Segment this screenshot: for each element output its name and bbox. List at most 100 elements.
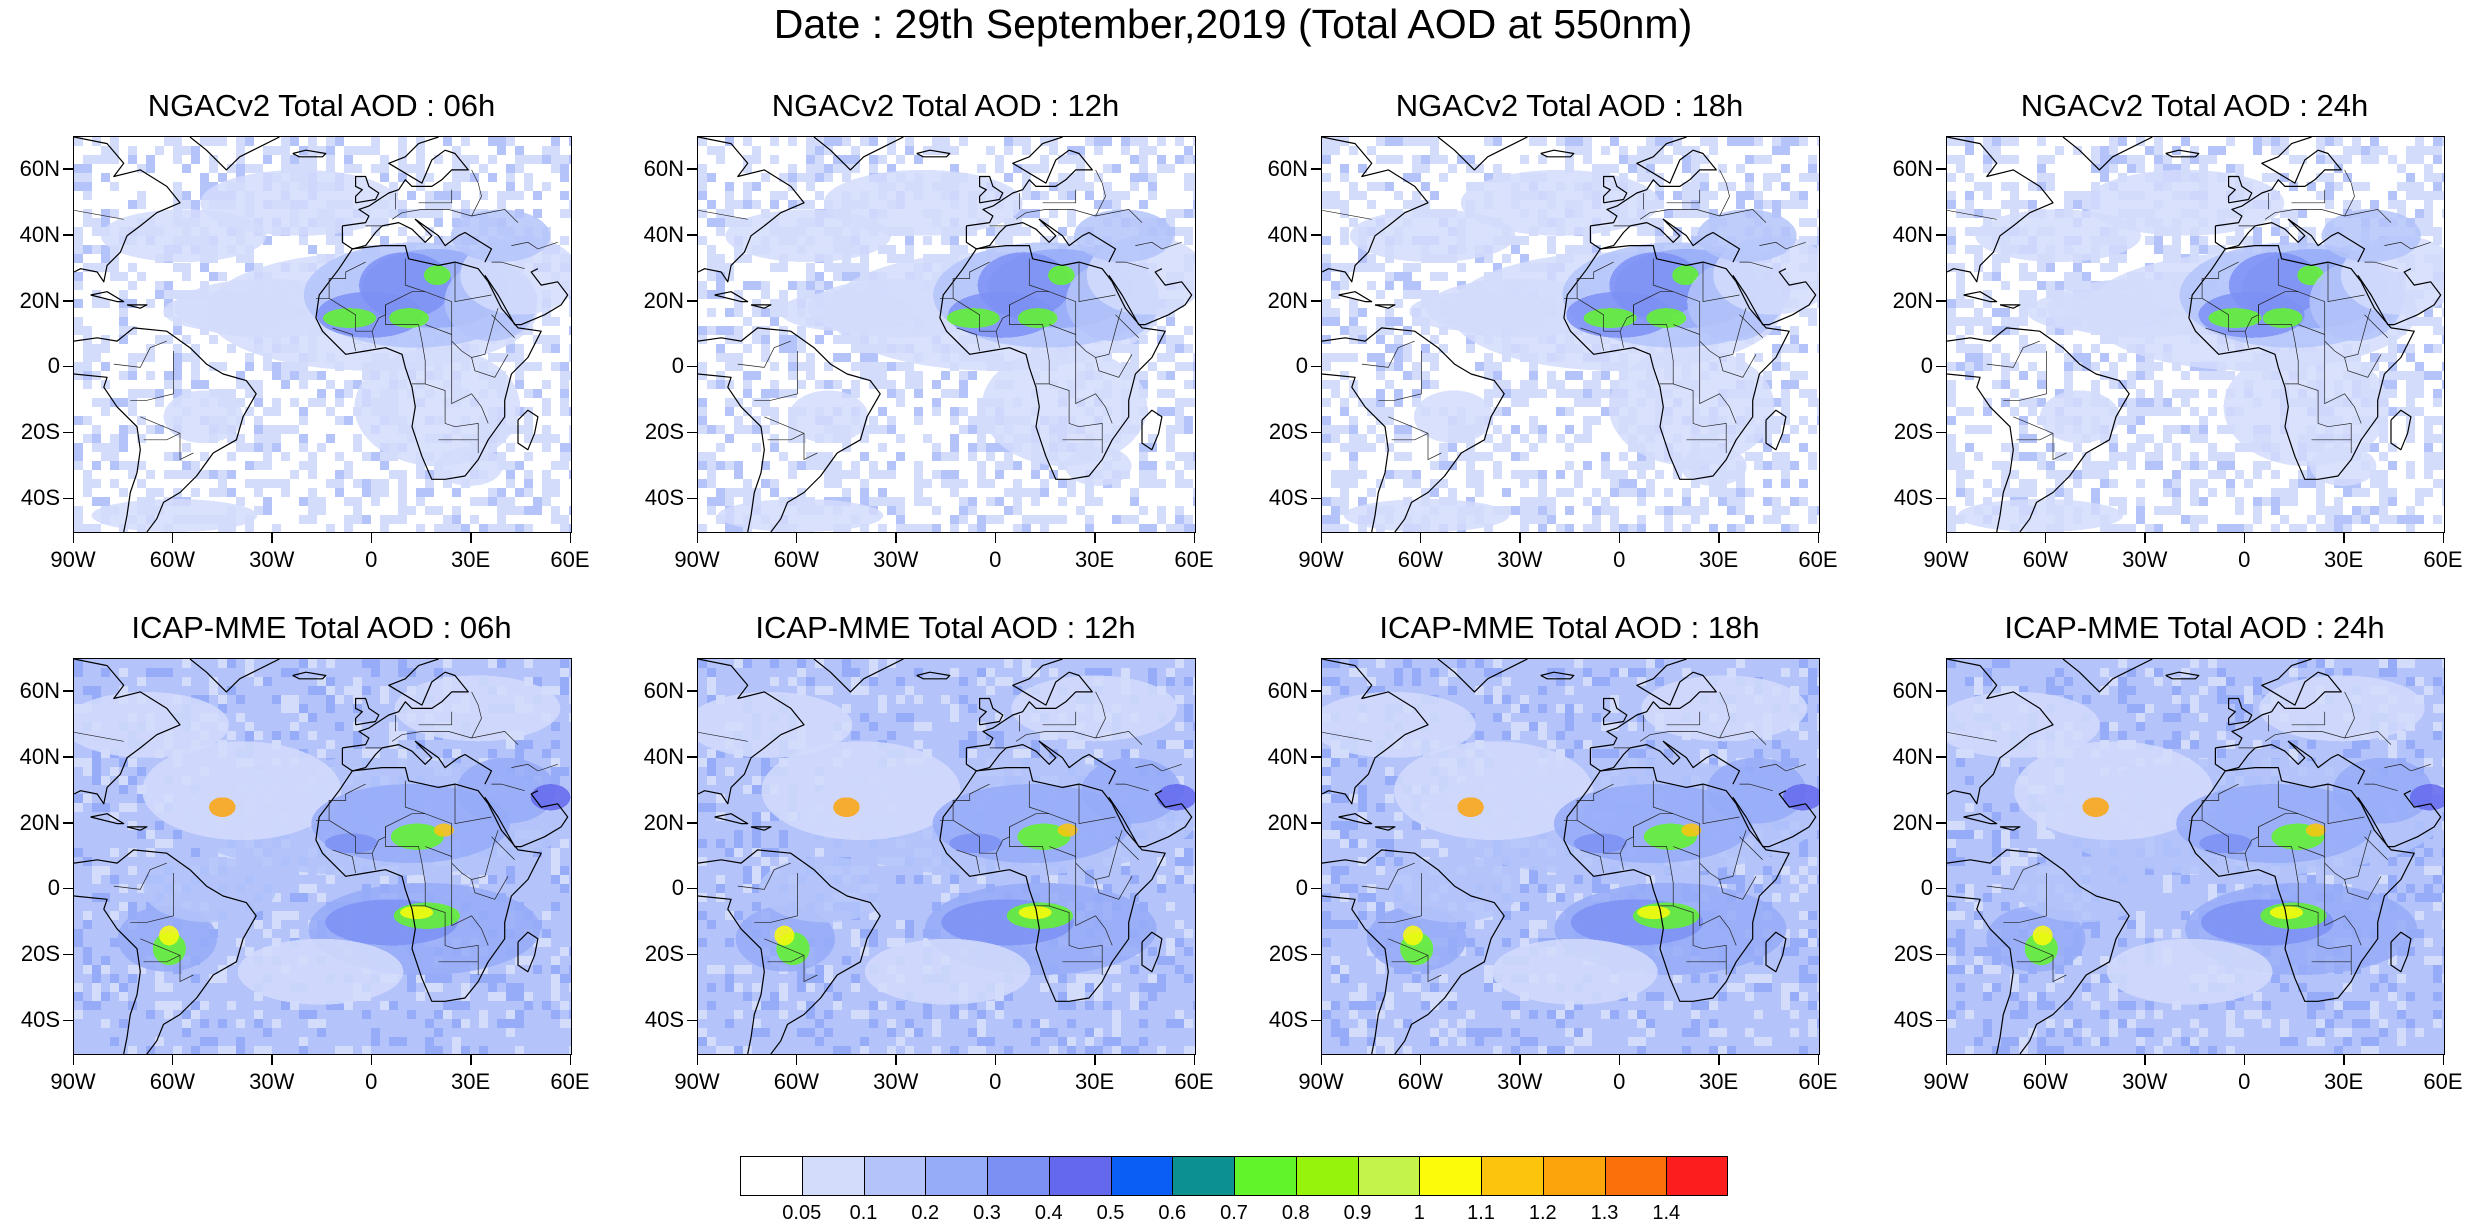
aod-map [1946, 658, 2445, 1055]
panel-title: ICAP-MME Total AOD : 12h [755, 610, 1136, 645]
lat-tick [1311, 887, 1321, 890]
aod-field [74, 137, 571, 532]
aod-map [1321, 136, 1820, 533]
lat-label: 20N [1267, 809, 1308, 835]
lon-label: 30W [873, 1069, 919, 1094]
lat-label: 40N [1892, 221, 1933, 247]
lat-tick [63, 365, 73, 368]
lat-label: 40S [20, 485, 60, 511]
lon-tick [1320, 533, 1322, 543]
colorbar-label: 0.8 [1281, 1202, 1310, 1224]
lon-tick [696, 1055, 698, 1065]
lon-label: 0 [989, 547, 1002, 572]
lon-tick [1094, 533, 1096, 543]
colorbar-label: 0.1 [849, 1202, 878, 1224]
lon-tick [1320, 1055, 1322, 1065]
lat-label: 0 [671, 875, 684, 901]
lon-tick [2442, 1055, 2444, 1065]
colorbar-swatch [1234, 1156, 1297, 1196]
lon-tick [1618, 1055, 1621, 1065]
lon-label: 30E [1075, 547, 1115, 572]
colorbar-swatch [1295, 1156, 1358, 1196]
lon-label: 30W [1497, 1069, 1543, 1094]
lon-label: 60E [1798, 547, 1838, 572]
lat-label: 0 [1920, 875, 1933, 901]
lon-label: 0 [989, 1069, 1002, 1094]
lat-tick [1936, 887, 1946, 890]
panel-title: ICAP-MME Total AOD : 24h [2004, 610, 2385, 645]
lon-label: 60W [2022, 1069, 2069, 1094]
lat-tick [1311, 822, 1321, 824]
lon-tick [1094, 1055, 1096, 1065]
lon-label: 0 [1613, 547, 1626, 572]
lat-label: 0 [47, 353, 60, 379]
lon-tick [370, 533, 373, 543]
lat-tick [63, 1019, 73, 1022]
lat-label: 20S [1893, 941, 1933, 967]
lon-label: 0 [2238, 547, 2251, 572]
lat-label: 60N [643, 677, 684, 703]
lat-label: 40N [1892, 743, 1933, 769]
lat-tick [1311, 431, 1321, 434]
lat-label: 20N [643, 287, 684, 313]
lon-tick [994, 533, 997, 543]
map-panel: ICAP-MME Total AOD : 12h 60N 40N 20N 0 20S 40S… [624, 610, 1214, 1170]
lat-label: 0 [1295, 353, 1308, 379]
lat-tick [1311, 300, 1321, 302]
lon-label: 30W [249, 1069, 295, 1094]
lon-tick [2442, 533, 2444, 543]
aod-field [74, 659, 571, 1054]
lat-tick [1936, 431, 1946, 434]
colorbar-label: 0.6 [1158, 1202, 1187, 1224]
lat-label: 20S [1268, 419, 1308, 445]
lon-label: 30W [249, 547, 295, 572]
lat-label: 0 [671, 353, 684, 379]
lat-tick [1936, 756, 1946, 758]
lat-tick [63, 887, 73, 890]
lat-label: 40S [1268, 1007, 1308, 1033]
lat-label: 20N [19, 809, 60, 835]
lon-tick [895, 1055, 897, 1065]
lat-tick [1311, 953, 1321, 956]
lat-label: 0 [1295, 875, 1308, 901]
map-panel: NGACv2 Total AOD : 24h 60N 40N 20N 0 20S 40S 90… [1873, 88, 2463, 648]
lon-label: 30E [451, 547, 491, 572]
lon-tick [470, 533, 472, 543]
lon-tick [171, 533, 174, 543]
figure-title: Date : 29th September,2019 (Total AOD at… [773, 1, 1693, 47]
lon-tick [1193, 1055, 1195, 1065]
lon-tick [1419, 533, 1422, 543]
lon-tick [2044, 533, 2047, 543]
lat-tick [1311, 690, 1321, 692]
lat-tick [1311, 1019, 1321, 1022]
lon-label: 60E [1798, 1069, 1838, 1094]
lon-label: 30E [2324, 547, 2364, 572]
lat-label: 20S [1893, 419, 1933, 445]
lon-label: 60E [1174, 1069, 1214, 1094]
lon-label: 0 [365, 1069, 378, 1094]
colorbar-label: 0.7 [1220, 1202, 1248, 1224]
lon-label: 90W [674, 1069, 720, 1094]
lon-label: 30W [2122, 1069, 2168, 1094]
colorbar-swatch [1110, 1156, 1173, 1196]
map-panel: NGACv2 Total AOD : 12h 60N 40N 20N 0 20S 40S 90… [624, 88, 1214, 648]
panel-title: NGACv2 Total AOD : 24h [2020, 88, 2369, 123]
map-panel: NGACv2 Total AOD : 06h 60N 40N 20N 0 20S 40S 90… [0, 88, 590, 648]
panel-title: ICAP-MME Total AOD : 06h [131, 610, 512, 645]
aod-map [73, 136, 572, 533]
lon-label: 60E [2423, 547, 2463, 572]
lat-label: 60N [19, 677, 60, 703]
map-panel: ICAP-MME Total AOD : 24h 60N 40N 20N 0 20S 40S… [1873, 610, 2463, 1170]
lon-label: 60W [2022, 547, 2069, 572]
colorbar-label: 0.4 [1034, 1202, 1063, 1224]
lon-label: 60W [1397, 1069, 1444, 1094]
colorbar-label: 0.05 [782, 1202, 822, 1224]
lat-label: 20S [644, 419, 684, 445]
lon-tick [795, 533, 798, 543]
panel-title: ICAP-MME Total AOD : 18h [1379, 610, 1760, 645]
lat-label: 40S [20, 1007, 60, 1033]
lon-tick [994, 1055, 997, 1065]
lon-tick [1817, 533, 1819, 543]
lat-tick [1936, 1019, 1946, 1022]
lat-tick [63, 756, 73, 758]
